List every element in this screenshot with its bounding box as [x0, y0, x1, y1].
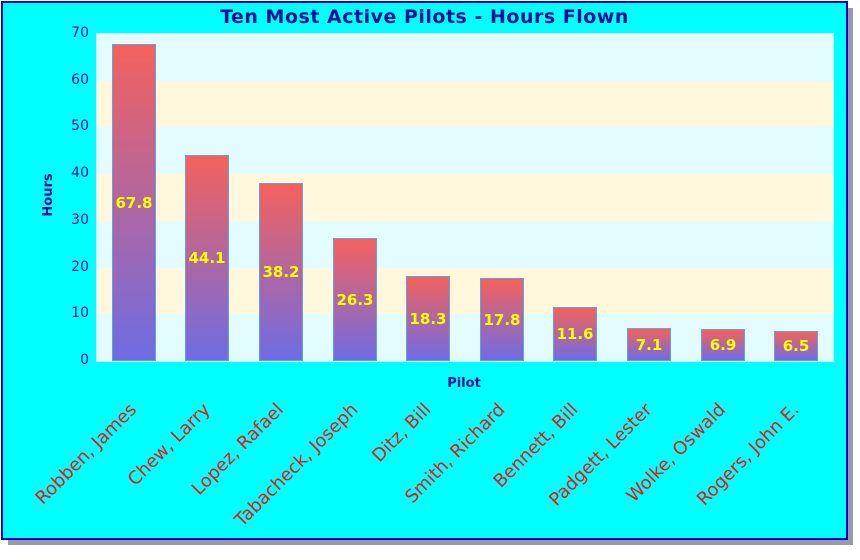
bar-Chew, Larry: 44.1: [185, 155, 229, 361]
bar-value-label: 11.6: [556, 325, 594, 343]
bar-Wolke, Oswald: 6.9: [701, 329, 745, 361]
plot-area: 67.8 44.1 38.2 26.3 18.3 17.8 11.6 7.1 6.9 6.5: [96, 33, 834, 362]
y-tick-label: 10: [71, 305, 89, 322]
bar-Tabacheck, Joseph: 26.3: [333, 238, 377, 361]
bar-value-label: 67.8: [115, 193, 153, 212]
bar-Padgett, Lester: 7.1: [627, 328, 671, 361]
chart-title: Ten Most Active Pilots - Hours Flown: [220, 6, 629, 28]
bar-value-label: 44.1: [188, 249, 226, 267]
y-tick-label: 60: [71, 71, 89, 88]
plot-background-band: [97, 81, 833, 127]
bar-value-label: 26.3: [336, 290, 374, 309]
y-tick-label: 0: [80, 352, 89, 368]
bar-Robben, James: 67.8: [112, 44, 156, 361]
y-tick-label: 20: [71, 258, 89, 275]
y-tick-label: 30: [71, 211, 89, 228]
x-axis-title: Pilot: [447, 376, 481, 391]
chart-window: Ten Most Active Pilots - Hours Flown Hou…: [1, 1, 848, 540]
bar-value-label: 18.3: [409, 309, 447, 328]
bar-value-label: 6.5: [782, 337, 810, 355]
bar-Rogers, John E.: 6.5: [774, 331, 818, 361]
plot-background-band: [97, 34, 833, 81]
bar-Lopez, Rafael: 38.2: [259, 183, 303, 361]
x-category-label: Robben, James: [31, 399, 142, 509]
bar-Smith, Richard: 17.8: [480, 278, 524, 361]
x-category-label: Ditz, Bill: [367, 399, 436, 467]
bar-value-label: 38.2: [262, 263, 300, 281]
y-axis-title: Hours: [41, 173, 56, 217]
bar-value-label: 6.9: [709, 336, 737, 354]
bar-value-label: 17.8: [483, 310, 521, 329]
y-tick-label: 50: [71, 118, 89, 135]
bar-Bennett, Bill: 11.6: [553, 307, 597, 361]
bar-value-label: 7.1: [635, 335, 663, 354]
y-tick-label: 70: [71, 25, 89, 41]
y-tick-label: 40: [71, 165, 89, 182]
bar-Ditz, Bill: 18.3: [406, 276, 450, 361]
